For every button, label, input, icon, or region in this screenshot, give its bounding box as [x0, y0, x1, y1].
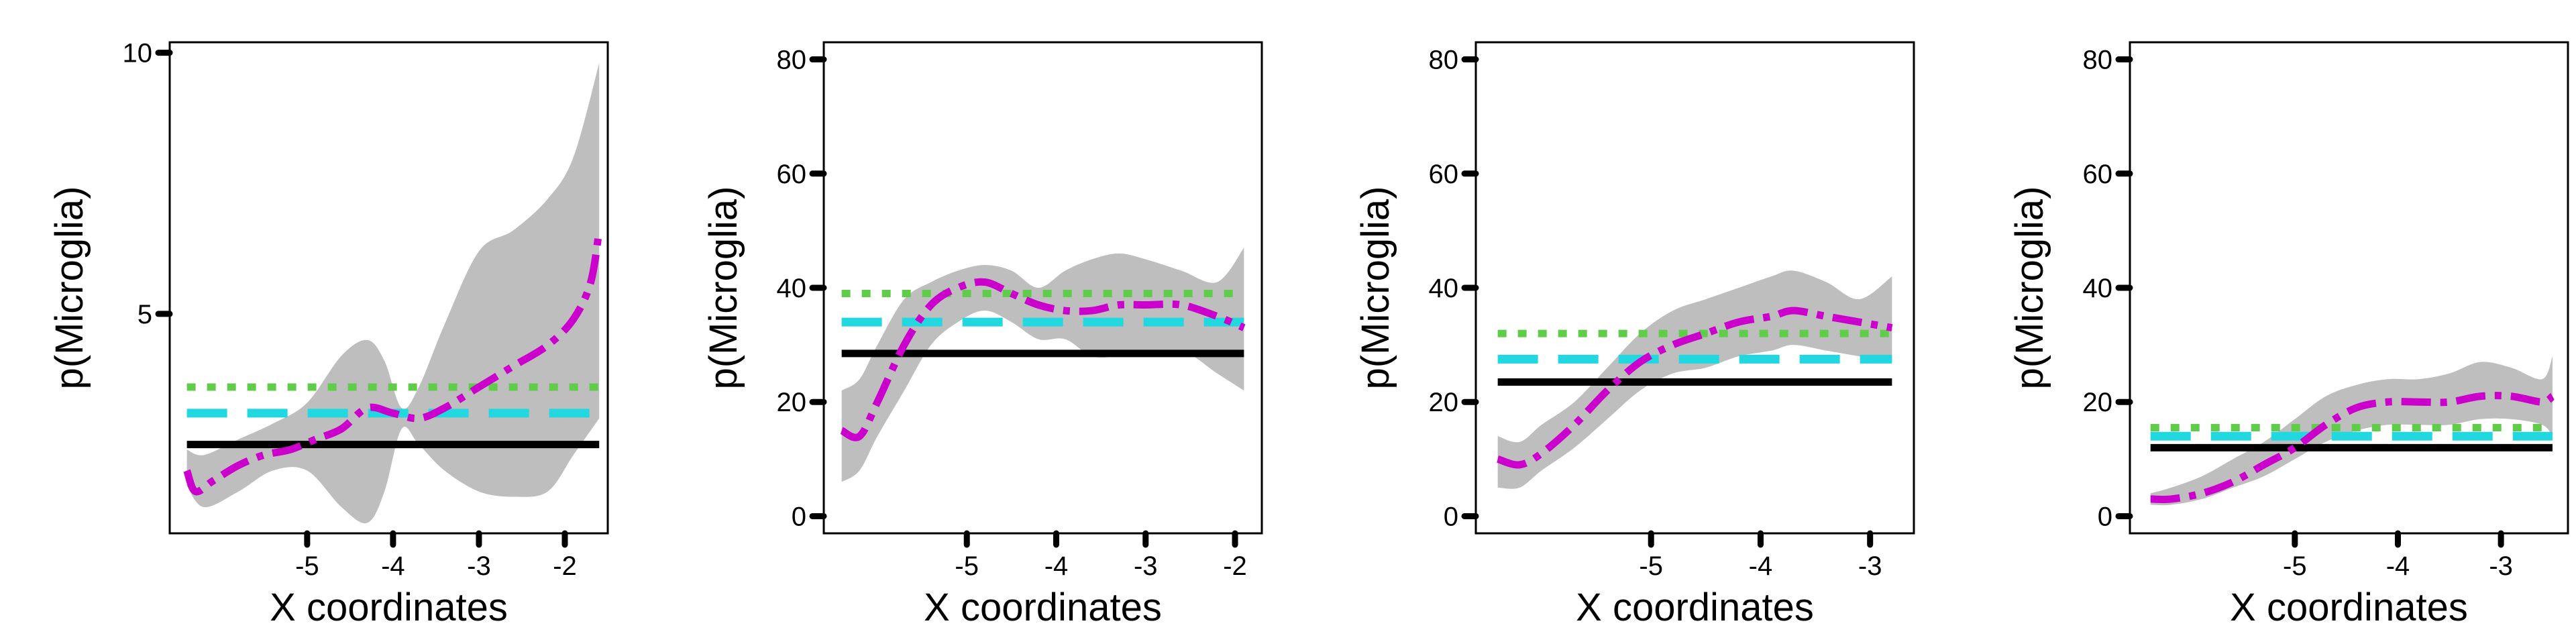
- chart-panel-4: 0 20 40 60 80 -5 -4 -3 X coordinates p(Microglia): [2008, 41, 2569, 629]
- x-tick-label: -4: [1044, 551, 1069, 581]
- x-tick-label: -3: [1858, 551, 1882, 581]
- y-tick-label: 80: [777, 46, 807, 75]
- chart-panel-2: 0 20 40 60 80 -5 -4 -3 -2 X coordinates p(Microgli…: [702, 41, 1263, 629]
- x-tick-label: -5: [1639, 551, 1663, 581]
- y-tick-label: 40: [1429, 274, 1459, 303]
- y-tick-label: 20: [1429, 388, 1459, 417]
- series-line-dashdot: [840, 278, 1246, 441]
- x-tick-label: -4: [2386, 551, 2410, 581]
- plot-border: [168, 41, 609, 535]
- x-tick-label: -5: [955, 551, 979, 581]
- y-tick-label: 20: [777, 388, 807, 417]
- x-tick-label: -2: [553, 551, 577, 581]
- y-tick-label: 5: [138, 300, 152, 329]
- confidence-ribbon: [2150, 356, 2553, 506]
- x-axis-title: X coordinates: [924, 586, 1162, 629]
- y-axis-title: p(Microglia): [2008, 186, 2051, 390]
- y-tick-label: 10: [123, 39, 153, 68]
- confidence-ribbon: [1497, 270, 1892, 489]
- y-tick-label: 0: [1444, 502, 1458, 531]
- x-tick-label: -2: [1223, 551, 1247, 581]
- y-tick-label: 0: [792, 502, 806, 531]
- x-tick-label: -4: [1749, 551, 1773, 581]
- x-tick-label: -4: [381, 551, 405, 581]
- x-axis-title: X coordinates: [270, 586, 508, 629]
- chart-panel-1: 5 10 -5 -4 -3 -2 X coordinates p(Microglia): [48, 39, 609, 629]
- x-axis-title: X coordinates: [2230, 586, 2468, 629]
- y-tick-label: 60: [2083, 160, 2113, 189]
- y-axis-title: p(Microglia): [48, 186, 91, 390]
- y-tick-label: 80: [2083, 46, 2113, 75]
- series-line-dashdot: [1496, 307, 1893, 469]
- y-tick-label: 40: [777, 274, 807, 303]
- x-axis-title: X coordinates: [1576, 586, 1814, 629]
- x-tick-label: -3: [1134, 551, 1158, 581]
- chart-panel-3: 0 20 40 60 80 -5 -4 -3 X coordinates p(Microglia): [1354, 41, 1915, 629]
- y-axis-title: p(Microglia): [1354, 186, 1397, 390]
- x-tick-label: -5: [295, 551, 319, 581]
- series-line-dashdot: [2150, 392, 2555, 504]
- x-tick-label: -3: [2489, 551, 2513, 581]
- series-line-dashdot: [183, 229, 603, 496]
- y-tick-label: 20: [2083, 388, 2113, 417]
- y-tick-label: 40: [2083, 274, 2113, 303]
- y-tick-label: 80: [1429, 46, 1459, 75]
- x-tick-label: -3: [467, 551, 491, 581]
- x-tick-label: -5: [2283, 551, 2307, 581]
- y-tick-label: 0: [2098, 502, 2112, 531]
- y-tick-label: 60: [1429, 160, 1459, 189]
- y-tick-label: 60: [777, 160, 807, 189]
- confidence-ribbon: [186, 63, 600, 524]
- y-axis-title: p(Microglia): [702, 186, 745, 390]
